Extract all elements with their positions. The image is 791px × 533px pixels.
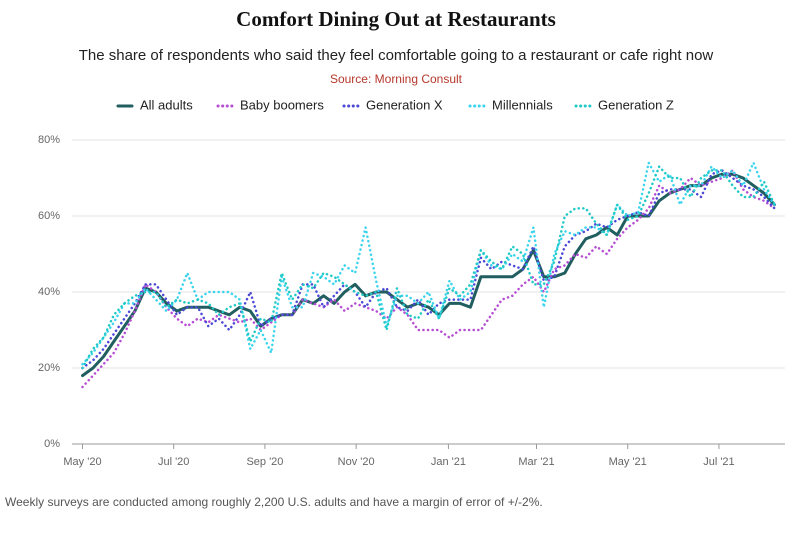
- legend-label: Generation Z: [598, 97, 674, 112]
- y-tick-label: 40%: [38, 286, 60, 298]
- x-tick-label: Nov '20: [338, 456, 375, 468]
- legend-label: Baby boomers: [240, 97, 324, 112]
- y-tick-label: 0%: [44, 438, 60, 450]
- y-tick-label: 80%: [38, 134, 60, 146]
- footnote: Weekly surveys are conducted among rough…: [5, 495, 543, 509]
- series-line: [81, 165, 776, 370]
- x-tick-label: Jan '21: [431, 456, 466, 468]
- x-tick-label: Jul '21: [703, 456, 734, 468]
- y-tick-label: 20%: [38, 362, 60, 374]
- series-line: [81, 169, 776, 389]
- chart-title: Comfort Dining Out at Restaurants: [236, 7, 556, 31]
- x-tick-label: Jul '20: [158, 456, 189, 468]
- legend-label: All adults: [140, 97, 193, 112]
- x-tick-label: May '21: [609, 456, 647, 468]
- y-tick-label: 60%: [38, 210, 60, 222]
- chart-subtitle: The share of respondents who said they f…: [79, 47, 714, 64]
- x-tick-label: May '20: [63, 456, 101, 468]
- series-line: [81, 169, 776, 370]
- source: Source: Morning Consult: [330, 72, 463, 86]
- x-tick-label: Mar '21: [518, 456, 554, 468]
- legend-label: Millennials: [492, 97, 553, 112]
- x-tick-label: Sep '20: [246, 456, 283, 468]
- legend-label: Generation X: [366, 97, 443, 112]
- series-line: [81, 172, 776, 378]
